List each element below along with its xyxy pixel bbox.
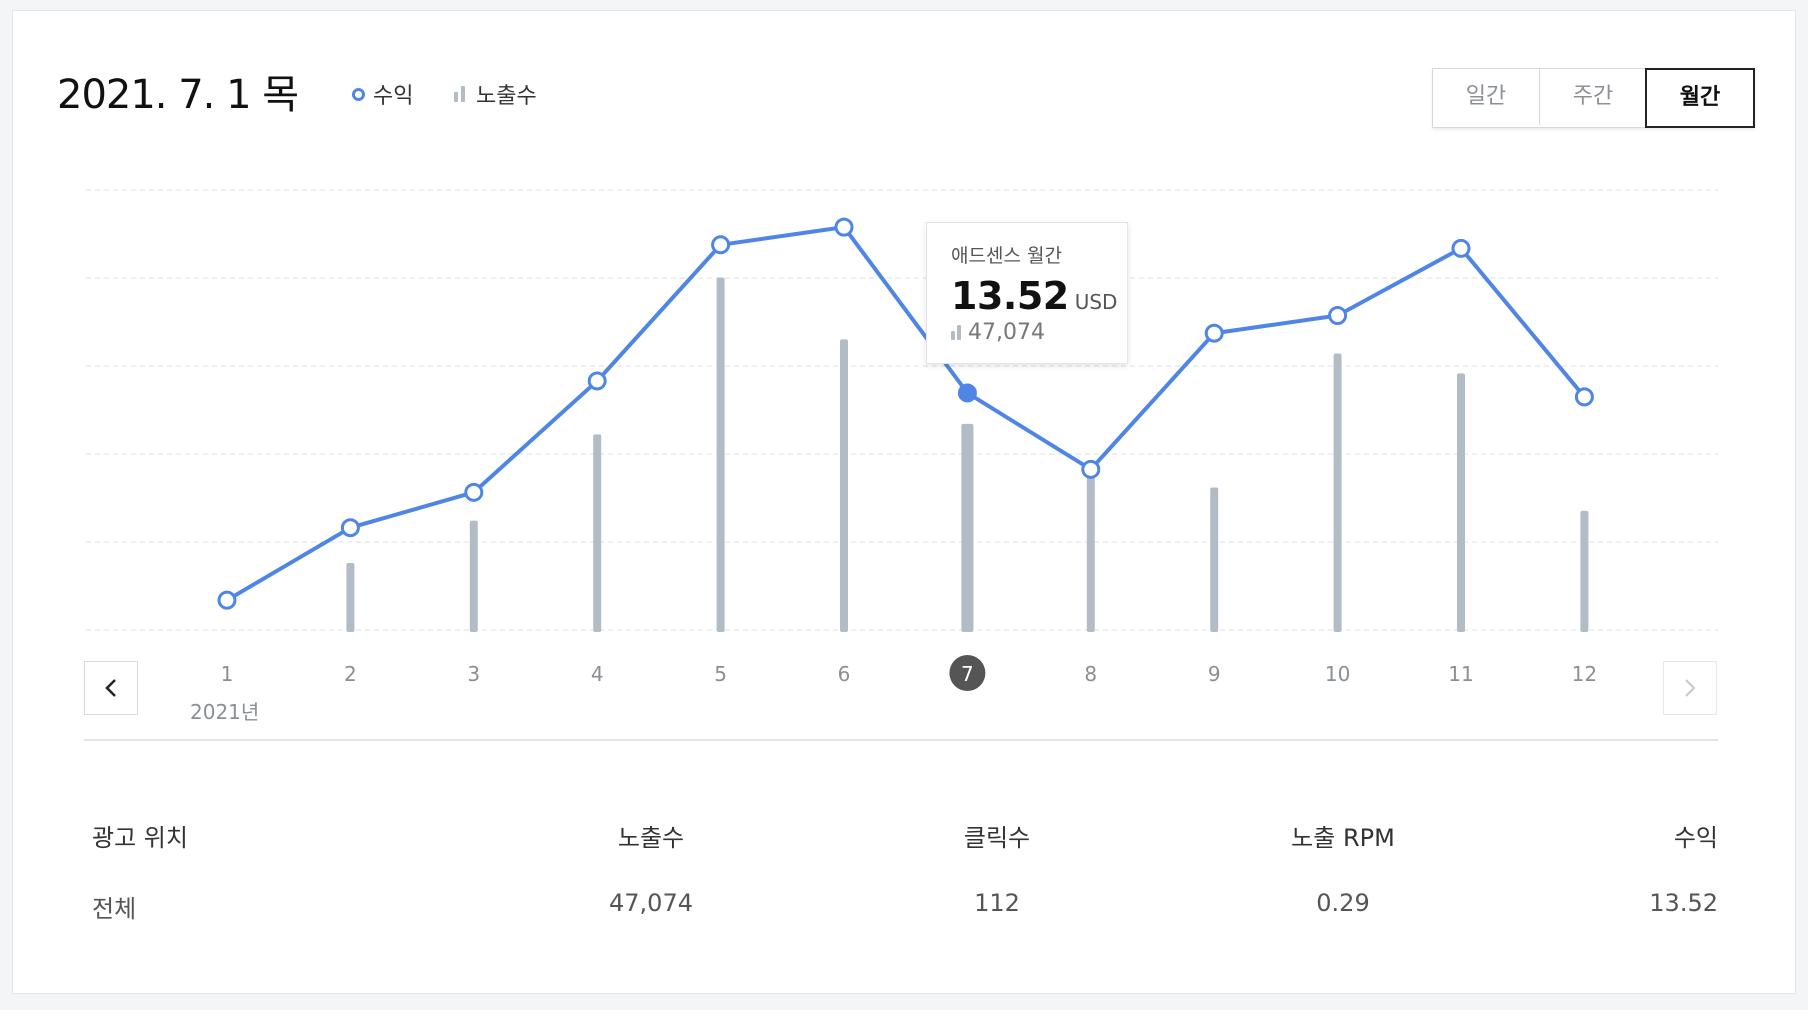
x-tick-label: 2: [344, 662, 357, 686]
legend-revenue: 수익: [352, 78, 413, 110]
revenue-point: [711, 235, 731, 255]
cell-revenue: 13.52: [1649, 889, 1718, 917]
tooltip-unit: USD: [1074, 290, 1118, 314]
x-tick-label: 7: [961, 662, 974, 686]
x-tick-label: 12: [1572, 662, 1597, 686]
revenue-line-icon: [352, 87, 365, 101]
impressions-bar: [469, 520, 478, 632]
adsense-report-card: [12, 10, 1796, 994]
revenue-point: [957, 383, 977, 403]
x-tick-label: 1: [221, 662, 234, 686]
revenue-point: [464, 482, 484, 502]
x-tick-label: 4: [591, 662, 604, 686]
chevron-left-icon: [105, 679, 116, 697]
x-tick-label: 8: [1084, 662, 1097, 686]
impressions-bar: [593, 434, 602, 632]
revenue-point: [1328, 306, 1348, 326]
impressions-bar-icon: [454, 86, 468, 102]
revenue-point: [587, 371, 607, 391]
period-monthly-button[interactable]: 월간: [1645, 68, 1755, 128]
next-year-button[interactable]: [1663, 661, 1717, 715]
revenue-point: [340, 518, 360, 538]
cell-clicks: 112: [974, 889, 1020, 917]
impressions-bar: [1086, 468, 1095, 632]
date-title: 2021. 7. 1 목: [57, 72, 299, 118]
impressions-bar: [1457, 373, 1465, 632]
x-tick-label: 6: [838, 662, 851, 686]
chart-tooltip: 애드센스 월간 13.52 USD 47,074: [926, 222, 1128, 364]
previous-year-button[interactable]: [84, 661, 138, 715]
impressions-bar: [1210, 487, 1219, 632]
period-weekly-button[interactable]: 주간: [1539, 69, 1646, 125]
divider: [84, 739, 1718, 741]
x-tick-label: 11: [1448, 662, 1473, 686]
revenue-point: [834, 217, 854, 237]
x-tick-label: 5: [714, 662, 727, 686]
impressions-bar: [1333, 353, 1342, 632]
revenue-line: [225, 225, 1586, 602]
column-impressions: 노출수: [617, 824, 685, 852]
cell-impressions: 47,074: [609, 889, 693, 917]
column-clicks: 클릭수: [963, 824, 1031, 852]
impressions-bar: [840, 339, 848, 632]
impressions-bar-icon: [951, 325, 963, 340]
column-impression-rpm: 노출 RPM: [1291, 824, 1395, 852]
impressions-bar: [346, 563, 355, 632]
column-revenue: 수익: [1673, 824, 1718, 852]
legend-impressions: 노출수: [454, 78, 537, 110]
impressions-bar: [716, 277, 725, 632]
tooltip-value: 13.52: [951, 274, 1069, 318]
revenue-point: [1204, 323, 1224, 343]
period-daily-button[interactable]: 일간: [1433, 69, 1539, 125]
x-tick-label: 9: [1208, 662, 1221, 686]
column-ad-location: 광고 위치: [92, 824, 188, 852]
selected-month-badge: [949, 655, 986, 691]
legend-impressions-label: 노출수: [476, 84, 537, 109]
x-tick-label: 10: [1325, 662, 1350, 686]
impressions-bar: [961, 423, 974, 632]
revenue-point: [1081, 459, 1101, 479]
year-label: 2021년: [190, 700, 260, 724]
chevron-right-icon: [1685, 679, 1696, 697]
tooltip-title: 애드센스 월간: [951, 245, 1062, 267]
period-toggle: 일간 주간 월간: [1432, 68, 1755, 128]
cell-ad-location: 전체: [92, 895, 137, 923]
impressions-bar: [1580, 510, 1589, 632]
cell-impression-rpm: 0.29: [1316, 889, 1370, 917]
legend-revenue-label: 수익: [373, 84, 414, 109]
x-tick-label: 3: [467, 662, 480, 686]
revenue-point: [1574, 387, 1594, 407]
tooltip-impressions: 47,074: [968, 320, 1045, 345]
revenue-point: [217, 590, 237, 610]
revenue-point: [1451, 238, 1471, 258]
